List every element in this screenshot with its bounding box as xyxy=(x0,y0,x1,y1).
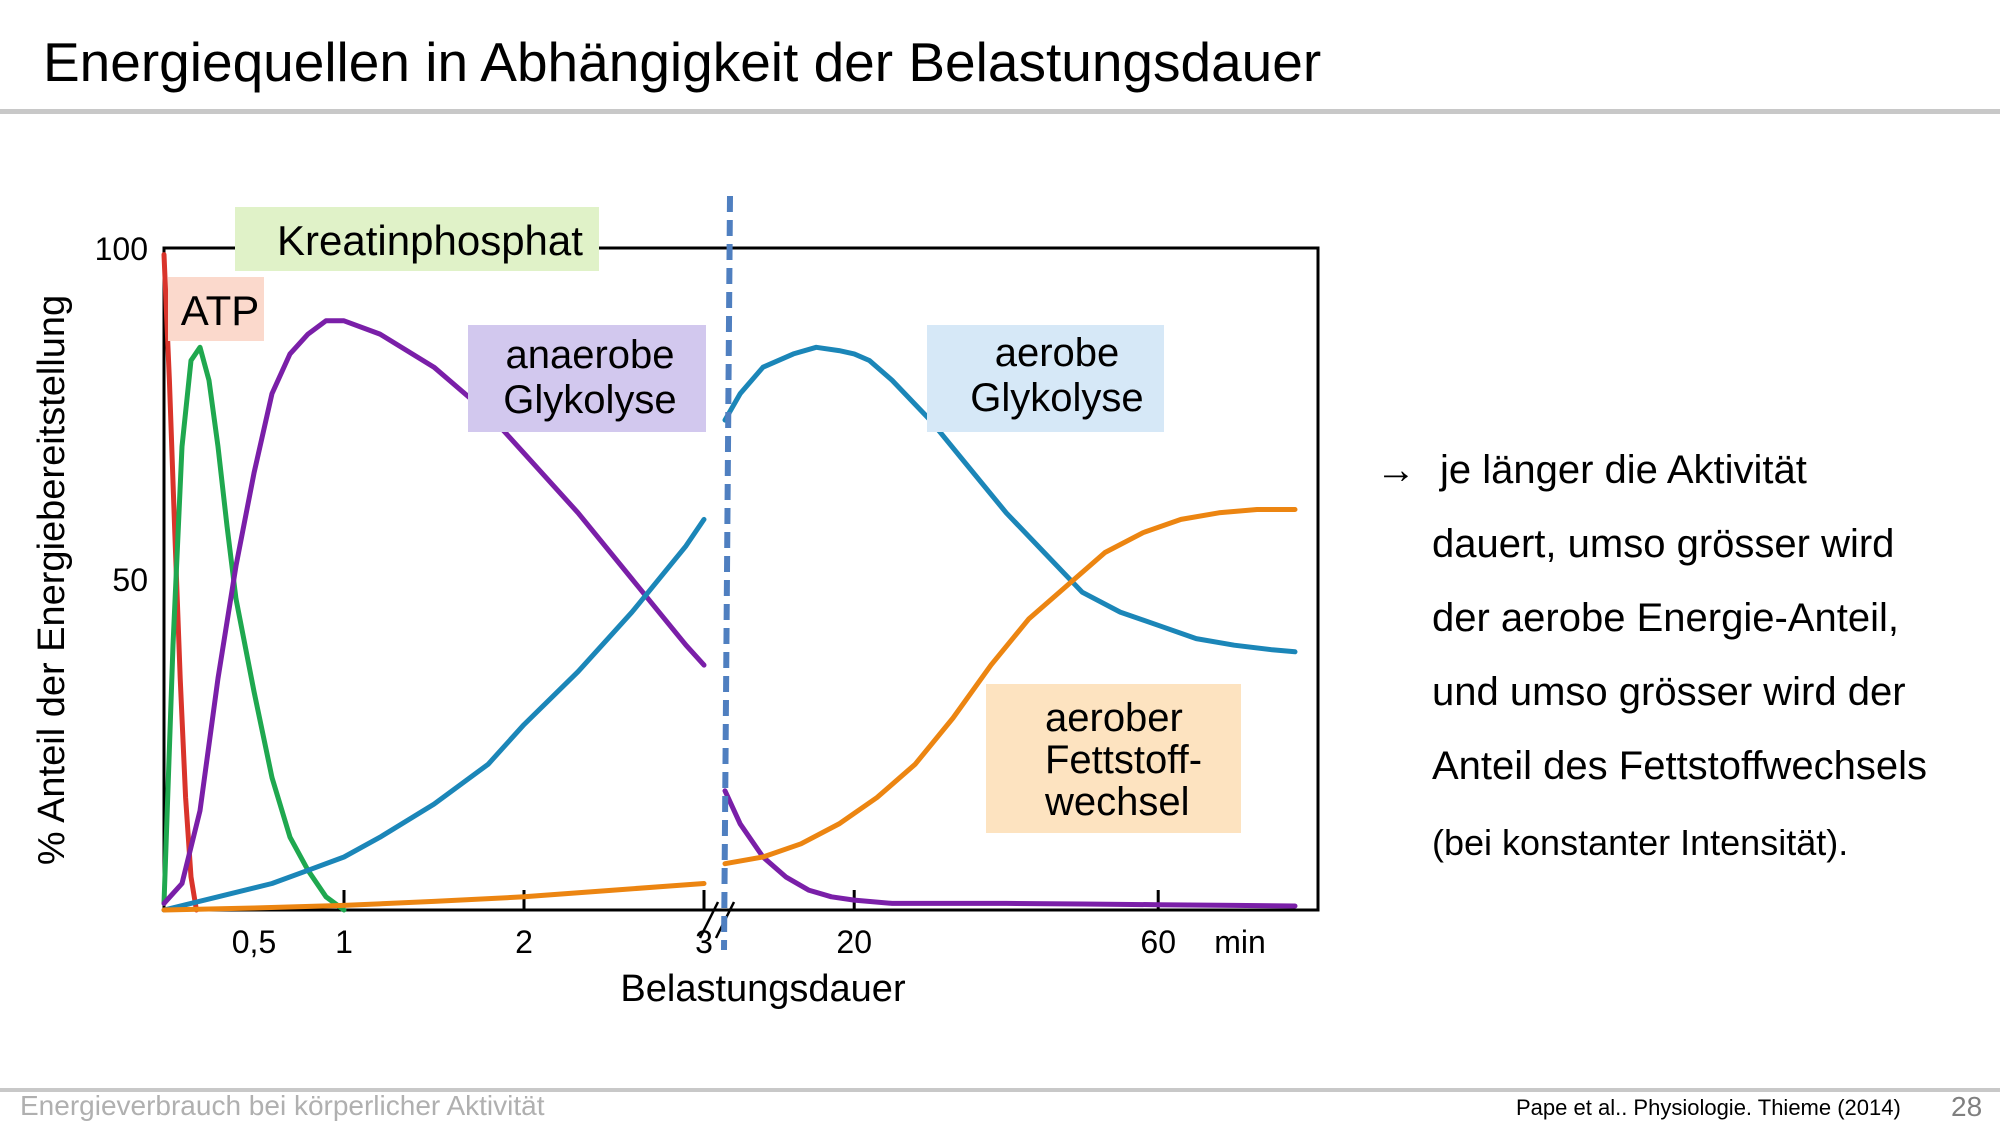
x-tick-label: 2 xyxy=(515,924,533,960)
x-tick-label: 0,5 xyxy=(232,924,276,960)
slide-title: Energiequellen in Abhängigkeit der Belas… xyxy=(43,31,1322,93)
series-label-box xyxy=(468,325,706,432)
series-line xyxy=(161,344,347,913)
x-tick-label: 20 xyxy=(836,924,872,960)
series-label-text: ATP xyxy=(181,287,260,334)
footer-divider xyxy=(0,1088,2000,1092)
arrow-icon: → xyxy=(1376,448,1416,492)
series-label-text: Glykolyse xyxy=(503,378,676,422)
series-line xyxy=(161,881,707,913)
series-label-text: aerober xyxy=(1045,696,1183,740)
series-label-text: Glykolyse xyxy=(970,376,1143,420)
series-line xyxy=(161,252,199,913)
series-label-box xyxy=(927,325,1164,432)
side-text-note: (bei konstanter Intensität). xyxy=(1432,822,1849,863)
series-line xyxy=(722,507,1298,867)
footer-title: Energieverbrauch bei körperlicher Aktivi… xyxy=(20,1090,545,1121)
side-text-line: Anteil des Fettstoffwechsels xyxy=(1432,744,1928,788)
x-unit-label: min xyxy=(1214,924,1266,960)
side-text-line: der aerobe Energie-Anteil, xyxy=(1432,596,1899,640)
series-line xyxy=(722,344,1298,655)
x-tick-label: 1 xyxy=(335,924,353,960)
x-tick-label: 3 xyxy=(695,924,713,960)
y-axis-label: % Anteil der Energiebereitstellung xyxy=(31,295,73,865)
series-label-box xyxy=(235,207,599,271)
source-citation: Pape et al.. Physiologie. Thieme (2014) xyxy=(1516,1095,1901,1120)
series-line xyxy=(161,318,707,906)
series-label-text: Fettstoff- xyxy=(1045,738,1202,782)
plot-frame xyxy=(162,246,1320,912)
series-label-box xyxy=(986,684,1241,833)
axis-break-mark xyxy=(698,901,720,939)
series-label-text: wechsel xyxy=(1044,780,1190,824)
y-tick-label: 50 xyxy=(112,562,148,598)
x-tick-label: 60 xyxy=(1140,924,1176,960)
time-break-separator xyxy=(721,195,733,951)
series-line xyxy=(161,516,707,913)
page-number: 28 xyxy=(1951,1091,1983,1122)
series-line xyxy=(722,788,1298,909)
series-label-text: anaerobe xyxy=(505,333,674,377)
side-text-line: je länger die Aktivität xyxy=(1440,448,1807,492)
side-text-line: dauert, umso grösser wird xyxy=(1432,522,1895,566)
series-label-text: aerobe xyxy=(995,331,1120,375)
series-label-text: Kreatinphosphat xyxy=(277,217,583,264)
series-label-box xyxy=(168,277,264,341)
title-divider xyxy=(0,109,2000,114)
side-text-line: und umso grösser wird der xyxy=(1432,670,1906,714)
x-axis-label: Belastungsdauer xyxy=(620,968,906,1010)
y-tick-label: 100 xyxy=(95,231,148,267)
